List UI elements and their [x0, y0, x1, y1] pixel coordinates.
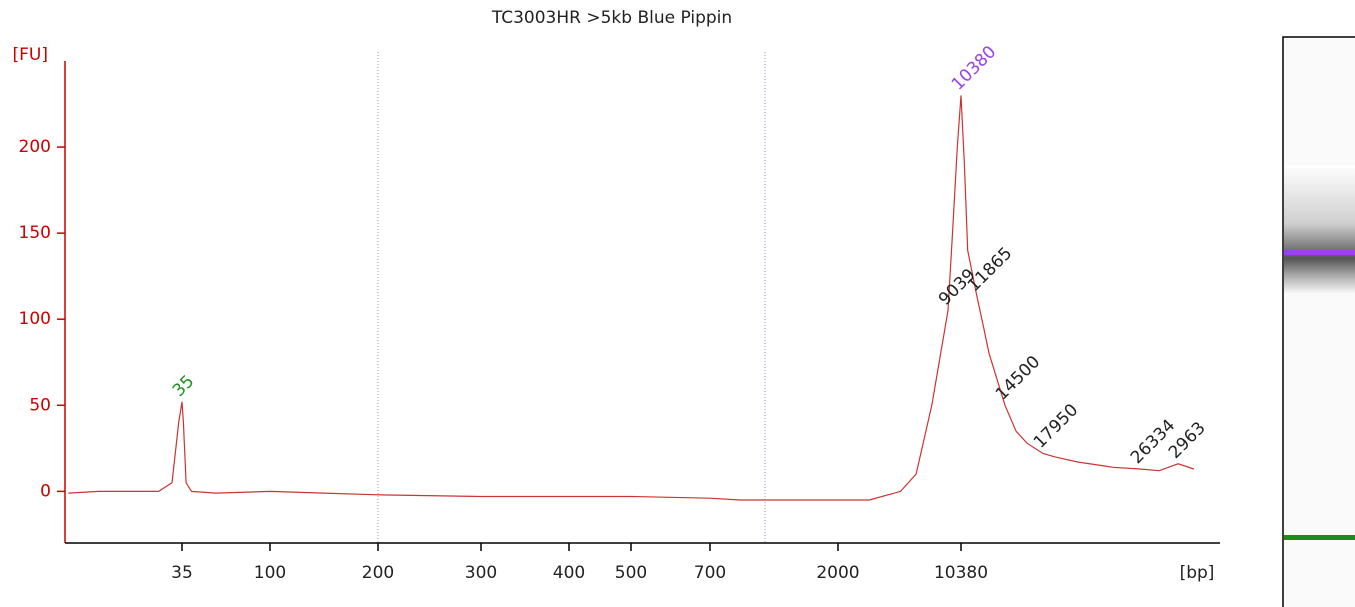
x-axis-label: [bp] — [1180, 563, 1215, 583]
x-tick-label: 500 — [615, 563, 647, 583]
lane-frame — [1282, 36, 1355, 607]
gel-lane — [1282, 36, 1355, 607]
peak-label: 35 — [169, 371, 198, 400]
x-tick-label: 10380 — [934, 563, 988, 583]
peak-label: 10380 — [948, 42, 1000, 94]
x-tick-label: 300 — [465, 563, 497, 583]
y-tick-label: 100 — [19, 309, 51, 329]
lane-band-upper — [1284, 250, 1355, 255]
y-tick-label: 50 — [29, 395, 51, 415]
x-tick-label: 400 — [553, 563, 585, 583]
y-axis-label: [FU] — [13, 45, 49, 65]
y-tick-label: 200 — [19, 137, 51, 157]
y-tick-label: 150 — [19, 223, 51, 243]
chart-title: TC3003HR >5kb Blue Pippin — [491, 8, 732, 28]
y-tick-label: 0 — [40, 481, 51, 501]
x-tick-label: 2000 — [816, 563, 859, 583]
x-tick-label: 100 — [254, 563, 286, 583]
lane-smear — [1284, 165, 1355, 295]
x-tick-label: 200 — [362, 563, 394, 583]
peak-label: 14500 — [992, 352, 1044, 404]
trace — [68, 95, 1195, 501]
x-tick-label: 700 — [694, 563, 726, 583]
peak-label: 17950 — [1030, 400, 1082, 452]
lane-band-lower — [1284, 535, 1355, 540]
x-tick-label: 35 — [171, 563, 193, 583]
